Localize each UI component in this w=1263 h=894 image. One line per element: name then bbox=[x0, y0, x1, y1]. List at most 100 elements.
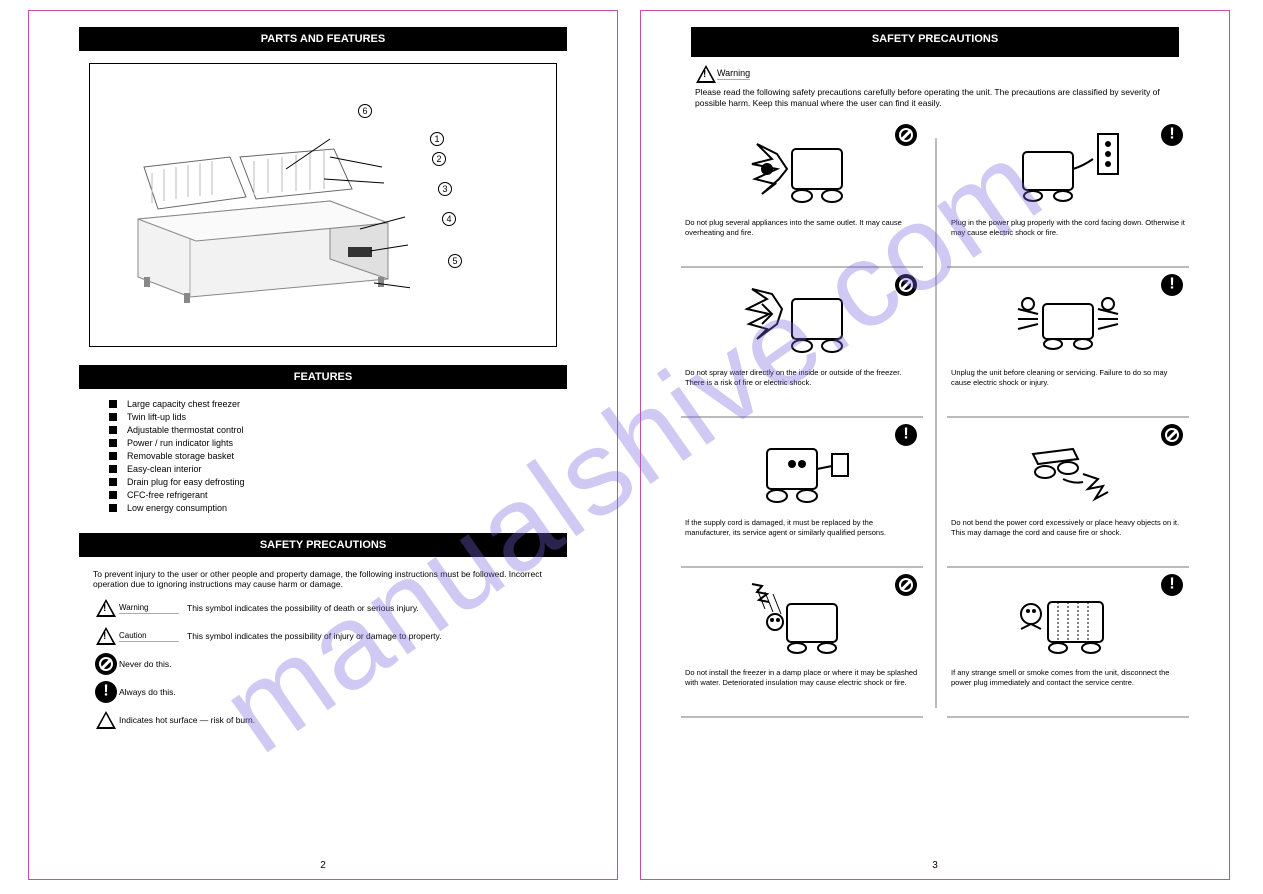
feature-text: Removable storage basket bbox=[127, 451, 234, 461]
section-header-safety: SAFETY PRECAUTIONS bbox=[79, 533, 567, 557]
safety-cell: If any strange smell or smoke comes from… bbox=[947, 568, 1189, 718]
prohibit-icon bbox=[895, 274, 917, 296]
feature-item: Low energy consumption bbox=[109, 503, 537, 513]
prohibit-icon bbox=[895, 124, 917, 146]
section-header-parts: PARTS AND FEATURES bbox=[79, 27, 567, 51]
bullet-icon bbox=[109, 491, 117, 499]
safety-cell: If the supply cord is damaged, it must b… bbox=[681, 418, 923, 568]
legend-text: This symbol indicates the possibility of… bbox=[187, 603, 553, 613]
safety-illustration bbox=[1003, 424, 1133, 514]
legend-row-warning: Warning This symbol indicates the possib… bbox=[93, 597, 553, 619]
safety-cell: Unplug the unit before cleaning or servi… bbox=[947, 268, 1189, 418]
feature-item: Large capacity chest freezer bbox=[109, 399, 537, 409]
feature-text: Twin lift-up lids bbox=[127, 412, 186, 422]
safety-illustration bbox=[737, 574, 867, 664]
column-divider bbox=[935, 138, 937, 708]
safety-cell-text: Plug in the power plug properly with the… bbox=[951, 218, 1185, 238]
safety-column-right: Plug in the power plug properly with the… bbox=[935, 118, 1189, 718]
bullet-icon bbox=[109, 439, 117, 447]
legend-row-caution: Caution This symbol indicates the possib… bbox=[93, 625, 553, 647]
feature-text: Easy-clean interior bbox=[127, 464, 202, 474]
safety-cell-text: Do not spray water directly on the insid… bbox=[685, 368, 919, 388]
bullet-icon bbox=[109, 478, 117, 486]
safety-illustration bbox=[1003, 124, 1133, 214]
callout-4: 4 bbox=[442, 212, 456, 226]
safety-cell: Do not bend the power cord excessively o… bbox=[947, 418, 1189, 568]
caution-triangle-icon bbox=[96, 627, 116, 645]
safety-cell-text: Unplug the unit before cleaning or servi… bbox=[951, 368, 1185, 388]
safety-cell-text: Do not install the freezer in a damp pla… bbox=[685, 668, 919, 688]
callout-3: 3 bbox=[438, 182, 452, 196]
bullet-icon bbox=[109, 413, 117, 421]
feature-list: Large capacity chest freezer Twin lift-u… bbox=[109, 399, 537, 513]
must-do-icon bbox=[1161, 124, 1183, 146]
bullet-icon bbox=[109, 426, 117, 434]
safety-intro-right: Please read the following safety precaut… bbox=[695, 87, 1175, 110]
legend-label: Warning bbox=[119, 603, 179, 614]
feature-item: CFC-free refrigerant bbox=[109, 490, 537, 500]
callout-2: 2 bbox=[432, 152, 446, 166]
legend-text: Always do this. bbox=[119, 687, 553, 697]
section-header-safety2: SAFETY PRECAUTIONS bbox=[691, 27, 1179, 57]
safety-column-left: Do not plug several appliances into the … bbox=[681, 118, 935, 718]
page-number: 2 bbox=[320, 860, 326, 871]
feature-text: Large capacity chest freezer bbox=[127, 399, 240, 409]
safety-cell-text: Do not plug several appliances into the … bbox=[685, 218, 919, 238]
safety-illustration bbox=[737, 424, 867, 514]
warning-word: Warning bbox=[717, 68, 750, 80]
safety-cell-text: If any strange smell or smoke comes from… bbox=[951, 668, 1185, 688]
callout-1: 1 bbox=[430, 132, 444, 146]
safety-cell-text: Do not bend the power cord excessively o… bbox=[951, 518, 1185, 538]
safety-cell: Do not spray water directly on the insid… bbox=[681, 268, 923, 418]
safety-illustration bbox=[737, 124, 867, 214]
prohibit-icon bbox=[1161, 424, 1183, 446]
feature-text: Drain plug for easy defrosting bbox=[127, 477, 245, 487]
feature-item: Removable storage basket bbox=[109, 451, 537, 461]
bullet-icon bbox=[109, 452, 117, 460]
legend-row-heat: Indicates hot surface — risk of burn. bbox=[93, 709, 553, 731]
freezer-illustration bbox=[130, 119, 410, 319]
safety-cell-text: If the supply cord is damaged, it must b… bbox=[685, 518, 919, 538]
feature-item: Adjustable thermostat control bbox=[109, 425, 537, 435]
legend-label: Caution bbox=[119, 631, 179, 642]
feature-text: Adjustable thermostat control bbox=[127, 425, 244, 435]
must-do-icon bbox=[95, 681, 117, 703]
feature-item: Twin lift-up lids bbox=[109, 412, 537, 422]
bullet-icon bbox=[109, 400, 117, 408]
bullet-icon bbox=[109, 504, 117, 512]
page-left: PARTS AND FEATURES bbox=[28, 10, 618, 880]
product-diagram-box: 1 2 3 4 5 6 bbox=[89, 63, 557, 347]
legend-text: Never do this. bbox=[119, 659, 553, 669]
page-right: SAFETY PRECAUTIONS Warning Please read t… bbox=[640, 10, 1230, 880]
safety-cell: Do not plug several appliances into the … bbox=[681, 118, 923, 268]
feature-text: Low energy consumption bbox=[127, 503, 227, 513]
heat-warning-icon bbox=[96, 711, 116, 729]
callout-5: 5 bbox=[448, 254, 462, 268]
prohibit-icon bbox=[895, 574, 917, 596]
safety-illustration bbox=[1003, 274, 1133, 364]
safety-cell: Plug in the power plug properly with the… bbox=[947, 118, 1189, 268]
feature-item: Drain plug for easy defrosting bbox=[109, 477, 537, 487]
warning-triangle-icon bbox=[696, 65, 716, 83]
warning-heading: Warning bbox=[695, 65, 1175, 83]
legend-row-must: Always do this. bbox=[93, 681, 553, 703]
must-do-icon bbox=[1161, 274, 1183, 296]
must-do-icon bbox=[895, 424, 917, 446]
legend-row-prohibit: Never do this. bbox=[93, 653, 553, 675]
safety-legend: To prevent injury to the user or other p… bbox=[93, 569, 553, 731]
legend-text: Indicates hot surface — risk of burn. bbox=[119, 715, 553, 725]
must-do-icon bbox=[1161, 574, 1183, 596]
bullet-icon bbox=[109, 465, 117, 473]
legend-text: This symbol indicates the possibility of… bbox=[187, 631, 553, 641]
callout-6: 6 bbox=[358, 104, 372, 118]
safety-grid: Do not plug several appliances into the … bbox=[681, 118, 1189, 718]
safety-illustration bbox=[737, 274, 867, 364]
page-number: 3 bbox=[932, 860, 938, 871]
feature-text: CFC-free refrigerant bbox=[127, 490, 208, 500]
prohibit-icon bbox=[95, 653, 117, 675]
feature-text: Power / run indicator lights bbox=[127, 438, 233, 448]
feature-item: Easy-clean interior bbox=[109, 464, 537, 474]
safety-cell: Do not install the freezer in a damp pla… bbox=[681, 568, 923, 718]
warning-triangle-icon bbox=[96, 599, 116, 617]
section-header-features: FEATURES bbox=[79, 365, 567, 389]
